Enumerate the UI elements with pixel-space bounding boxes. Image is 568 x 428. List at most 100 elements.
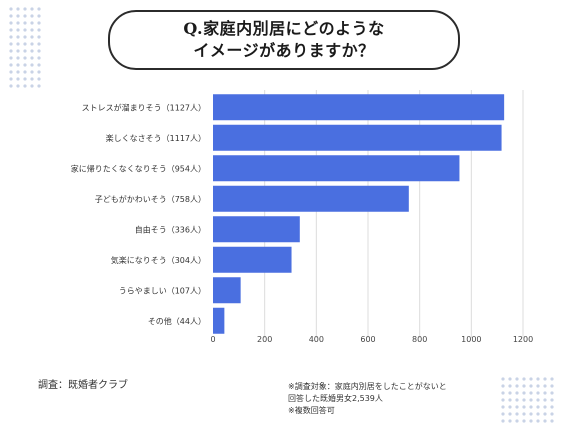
decorative-dot: [37, 84, 41, 88]
decorative-dot: [501, 419, 505, 423]
decorative-dot: [16, 49, 20, 53]
decorative-dot: [37, 28, 41, 32]
decorative-dot: [16, 35, 20, 39]
decorative-dot: [515, 391, 519, 395]
decorative-dot: [37, 35, 41, 39]
decorative-dot: [529, 384, 533, 388]
decorative-dot: [30, 42, 34, 46]
bar: [213, 94, 505, 121]
decorative-dot: [30, 7, 34, 11]
category-label: ストレスが溜まりそう（1127人）: [82, 102, 206, 112]
decorative-dot: [30, 84, 34, 88]
decorative-dot: [16, 56, 20, 60]
decorative-dot: [529, 412, 533, 416]
decorative-dot: [9, 21, 13, 25]
decorative-dot: [37, 14, 41, 18]
decorative-dot: [522, 391, 526, 395]
decorative-dot: [30, 35, 34, 39]
decorative-dot: [23, 84, 27, 88]
decorative-dot: [30, 49, 34, 53]
survey-note-1: ※調査対象：家庭内別居をしたことがないと: [288, 382, 447, 391]
decorative-dot: [515, 377, 519, 381]
decorative-dot: [16, 84, 20, 88]
bar: [213, 124, 502, 151]
decorative-dot: [529, 419, 533, 423]
decorative-dot: [23, 42, 27, 46]
decorative-dot: [536, 377, 540, 381]
decorative-dot: [23, 63, 27, 67]
decorative-dot: [543, 419, 547, 423]
decorative-dot: [508, 391, 512, 395]
decorative-dots-bottom-right: [500, 376, 560, 426]
survey-note-2: 回答した既婚男女2,539人: [288, 394, 383, 403]
decorative-dot: [501, 398, 505, 402]
decorative-dot: [37, 56, 41, 60]
decorative-dot: [30, 56, 34, 60]
decorative-dot: [16, 14, 20, 18]
decorative-dot: [23, 28, 27, 32]
decorative-dot: [9, 28, 13, 32]
decorative-dot: [508, 384, 512, 388]
decorative-dot: [536, 419, 540, 423]
decorative-dot: [30, 28, 34, 32]
x-tick-label: 800: [412, 335, 427, 344]
category-label: 自由そう（336人）: [135, 224, 206, 234]
x-tick-label: 0: [210, 335, 215, 344]
decorative-dot: [37, 70, 41, 74]
decorative-dot: [522, 384, 526, 388]
decorative-dot: [515, 398, 519, 402]
decorative-dot: [550, 384, 554, 388]
decorative-dot: [543, 391, 547, 395]
decorative-dot: [9, 77, 13, 81]
bar: [213, 246, 292, 273]
decorative-dot: [508, 377, 512, 381]
decorative-dot: [508, 412, 512, 416]
decorative-dot: [23, 7, 27, 11]
category-label: うらやましい（107人）: [119, 286, 206, 295]
decorative-dot: [16, 28, 20, 32]
decorative-dot: [529, 377, 533, 381]
x-tick-label: 200: [257, 335, 272, 344]
category-label: その他（44人）: [148, 316, 206, 326]
decorative-dot: [536, 405, 540, 409]
decorative-dot: [16, 7, 20, 11]
decorative-dot: [515, 419, 519, 423]
title-line-2: イメージがありますか？: [193, 41, 375, 60]
decorative-dot: [529, 398, 533, 402]
decorative-dot: [16, 77, 20, 81]
decorative-dot: [522, 412, 526, 416]
title-box: Q.家庭内別居にどのような イメージがありますか？: [108, 10, 460, 70]
decorative-dot: [23, 70, 27, 74]
decorative-dot: [515, 412, 519, 416]
decorative-dot: [37, 63, 41, 67]
decorative-dot: [501, 405, 505, 409]
decorative-dot: [9, 70, 13, 74]
decorative-dot: [23, 14, 27, 18]
decorative-dot: [522, 398, 526, 402]
decorative-dot: [529, 391, 533, 395]
decorative-dot: [550, 405, 554, 409]
decorative-dot: [501, 412, 505, 416]
decorative-dot: [37, 49, 41, 53]
decorative-dot: [37, 42, 41, 46]
decorative-dot: [37, 21, 41, 25]
bar: [213, 216, 300, 243]
x-tick-label: 1000: [461, 335, 481, 344]
decorative-dot: [536, 412, 540, 416]
decorative-dot: [543, 377, 547, 381]
decorative-dot: [508, 405, 512, 409]
decorative-dot: [9, 56, 13, 60]
decorative-dot: [550, 377, 554, 381]
category-label: 気楽になりそう（304人）: [111, 255, 206, 265]
decorative-dot: [16, 21, 20, 25]
x-tick-label: 1200: [513, 335, 533, 344]
decorative-dot: [37, 77, 41, 81]
category-label: 子どもがかわいそう（758人）: [95, 194, 206, 204]
decorative-dot: [522, 377, 526, 381]
decorative-dot: [30, 77, 34, 81]
decorative-dot: [508, 398, 512, 402]
bar: [213, 277, 241, 304]
decorative-dot: [23, 49, 27, 53]
decorative-dot: [23, 21, 27, 25]
